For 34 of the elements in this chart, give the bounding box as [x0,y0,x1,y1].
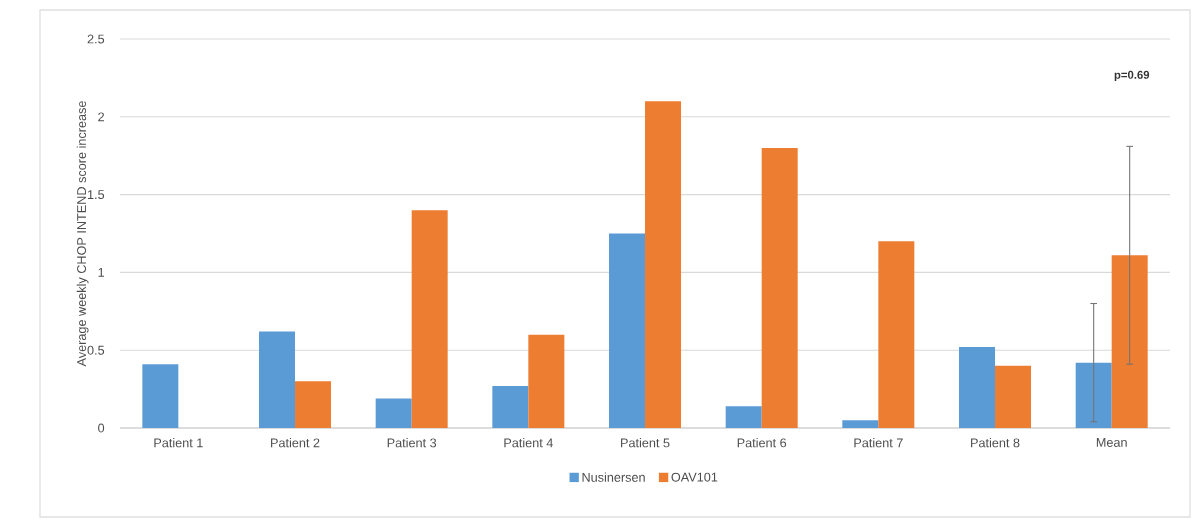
annotation: p=0.69 [1114,70,1150,82]
x-tick-label: Patient 2 [271,438,320,448]
y-tick-label: 1 [98,268,105,277]
bar [528,334,565,428]
bar [645,101,682,428]
bar [259,331,296,428]
y-tick-label: 0 [98,423,105,433]
bar [375,398,412,428]
legend-label: Nusinersen [582,472,645,482]
y-tick-label: 1.5 [87,190,105,200]
y-tick-label: 2.5 [87,34,105,44]
y-tick-label: 0.5 [87,345,105,355]
x-tick-label: Patient 4 [504,438,553,448]
bar [842,420,879,428]
x-tick-label: Patient 5 [621,438,670,448]
x-tick-label: Patient 6 [737,438,787,448]
x-tick-label: Mean [1096,438,1127,447]
x-tick-label: Patient 8 [971,438,1020,448]
legend-label: OAV101 [671,472,718,482]
x-tick-label: Patient 7 [854,438,903,448]
bar [142,364,179,428]
bar [295,381,332,428]
bar [492,385,529,428]
bar [411,210,448,428]
bar [995,365,1032,428]
bar [725,406,762,428]
bar [959,347,996,428]
bar [878,241,915,428]
y-tick-label: 2 [98,112,105,122]
x-tick-label: Patient 1 [154,438,203,448]
y-axis-title: Average weekly CHOP INTEND score increase [76,101,89,367]
x-tick-label: Patient 3 [387,438,437,448]
bar [761,147,798,428]
bar [609,233,646,428]
